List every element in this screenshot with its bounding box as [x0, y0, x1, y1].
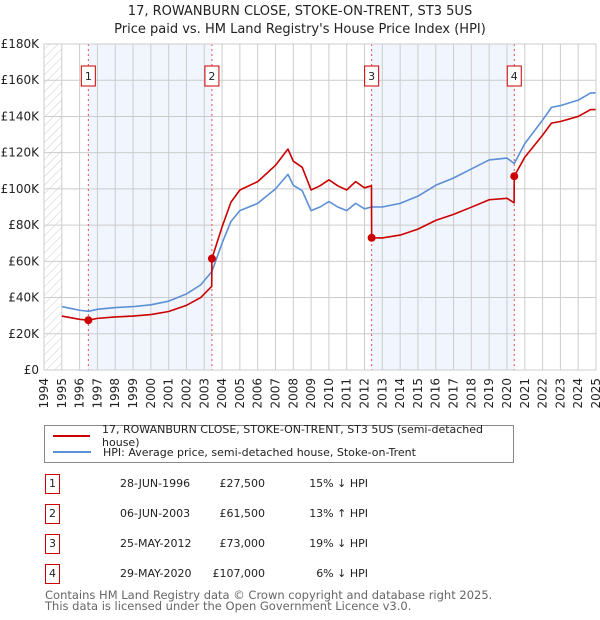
x-tick-label: 2012 — [358, 378, 372, 409]
x-tick-label: 2022 — [536, 378, 550, 409]
hpi-diff: 19% ↓ HPI — [309, 537, 368, 550]
sale-point — [207, 254, 216, 263]
x-tick-label: 2021 — [518, 378, 532, 409]
table-row: 2 06-JUN-2003 £61,500 13% ↑ HPI — [45, 504, 385, 524]
footer-copyright: Contains HM Land Registry data © Crown c… — [45, 588, 493, 602]
sale-marker-box — [80, 65, 96, 87]
chart-subtitle: Price paid vs. HM Land Registry's House … — [114, 22, 486, 37]
x-tick-label: 2020 — [500, 378, 514, 409]
x-tick-label: 2001 — [162, 378, 176, 409]
x-tick-label: 2018 — [464, 378, 478, 409]
legend-label: 17, ROWANBURN CLOSE, STOKE-ON-TRENT, ST3… — [102, 423, 484, 449]
sale-price: £107,000 — [212, 567, 266, 580]
y-tick-label: £100K — [1, 182, 41, 196]
x-tick-label: 2011 — [340, 378, 354, 409]
footer-licence: This data is licensed under the Open Gov… — [45, 599, 412, 613]
shaded-band — [88, 44, 212, 370]
sale-marker-box — [364, 65, 380, 87]
x-tick-label: 2013 — [375, 378, 389, 409]
sale-number-badge: 2 — [45, 504, 60, 524]
x-tick-label: 2017 — [447, 378, 461, 409]
sale-date: 29-MAY-2020 — [120, 567, 192, 580]
x-tick-label: 2015 — [411, 378, 425, 409]
y-tick-label: £60K — [8, 254, 40, 268]
x-tick-label: 1997 — [90, 378, 104, 409]
hpi-diff: 13% ↑ HPI — [309, 507, 368, 520]
x-tick-label: 2010 — [322, 378, 336, 409]
sale-marker-box — [506, 65, 522, 87]
x-tick-label: 2004 — [215, 378, 229, 409]
x-tick-label: 1998 — [108, 378, 122, 409]
sale-point — [84, 316, 93, 325]
x-tick-label: 2016 — [429, 378, 443, 409]
x-tick-label: 1999 — [126, 378, 140, 409]
sale-point — [367, 233, 376, 242]
x-tick-label: 1995 — [55, 378, 69, 409]
x-tick-label: 2023 — [553, 378, 567, 409]
legend-item-property: 17, ROWANBURN CLOSE, STOKE-ON-TRENT, ST3… — [53, 423, 513, 449]
legend-swatch-red — [53, 435, 91, 437]
x-tick-label: 2009 — [304, 378, 318, 409]
table-row: 1 28-JUN-1996 £27,500 15% ↓ HPI — [45, 474, 385, 494]
hpi-diff: 15% ↓ HPI — [309, 477, 368, 490]
y-tick-label: £20K — [8, 327, 40, 341]
sale-number-badge: 3 — [45, 534, 60, 554]
footer: Contains HM Land Registry data © Crown c… — [45, 588, 493, 613]
y-tick-label: £80K — [8, 218, 40, 232]
sale-price: £73,000 — [219, 537, 266, 550]
legend-label: HPI: Average price, semi-detached house,… — [103, 445, 416, 459]
x-tick-label: 2014 — [393, 378, 407, 409]
sale-marker-label: 1 — [85, 70, 92, 83]
plot-border — [43, 43, 597, 371]
sale-marker-label: 4 — [511, 70, 518, 83]
sale-price: £27,500 — [219, 477, 266, 490]
y-tick-label: £0 — [24, 363, 39, 377]
x-tick-label: 2000 — [144, 378, 158, 409]
legend-swatch-blue — [53, 451, 91, 453]
x-tick-label: 2007 — [268, 378, 282, 409]
shaded-band — [371, 44, 515, 370]
y-tick-label: £40K — [8, 291, 40, 305]
sale-number-badge: 1 — [45, 474, 60, 494]
price-chart: 1994 1995 1996 1997 1998 1999 2000 2001 2002 2003… — [1, 37, 600, 409]
sale-marker-label: 3 — [368, 70, 375, 83]
x-tick-label: 2008 — [286, 378, 300, 409]
x-tick-label: 2003 — [197, 378, 211, 409]
sale-date: 25-MAY-2012 — [120, 537, 192, 550]
legend-item-hpi: HPI: Average price, semi-detached house,… — [53, 444, 416, 460]
y-tick-label: £140K — [1, 109, 41, 123]
x-tick-label: 2005 — [233, 378, 247, 409]
price-paid-line — [61, 108, 596, 321]
y-tick-label: £180K — [1, 37, 41, 51]
y-tick-label: £120K — [1, 146, 41, 160]
hpi-line — [61, 92, 596, 313]
legend: 17, ROWANBURN CLOSE, STOKE-ON-TRENT, ST3… — [44, 423, 514, 463]
sale-point — [510, 172, 519, 181]
x-tick-label: 2006 — [251, 378, 265, 409]
y-tick-label: £160K — [1, 73, 41, 87]
x-tick-label: 1996 — [73, 378, 87, 409]
hatched-region — [44, 44, 62, 370]
chart-title: 17, ROWANBURN CLOSE, STOKE-ON-TRENT, ST3… — [127, 4, 473, 19]
sale-marker-label: 2 — [208, 70, 215, 83]
x-tick-label: 2024 — [571, 378, 585, 409]
hpi-diff: 6% ↓ HPI — [316, 567, 368, 580]
table-row: 4 29-MAY-2020 £107,000 6% ↓ HPI — [45, 564, 385, 584]
x-tick-label: 2025 — [589, 378, 600, 409]
sale-date: 06-JUN-2003 — [120, 507, 191, 520]
x-tick-label: 1994 — [37, 378, 51, 409]
sale-date: 28-JUN-1996 — [120, 477, 191, 490]
table-row: 3 25-MAY-2012 £73,000 19% ↓ HPI — [45, 534, 385, 554]
sale-number-badge: 4 — [45, 564, 60, 584]
x-tick-label: 2002 — [179, 378, 193, 409]
sale-price: £61,500 — [219, 507, 266, 520]
sale-marker-box — [204, 65, 220, 87]
x-tick-label: 2019 — [482, 378, 496, 409]
